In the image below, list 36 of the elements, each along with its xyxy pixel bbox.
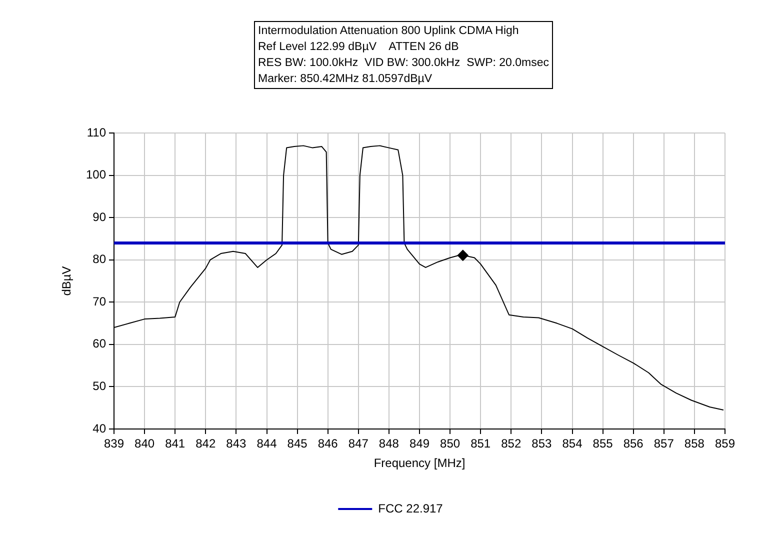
x-tick-label: 847 — [348, 436, 369, 451]
x-tick-label: 849 — [409, 436, 430, 451]
x-tick-label: 857 — [654, 436, 674, 451]
y-tick-label: 40 — [92, 421, 106, 436]
x-tick-label: 848 — [378, 436, 400, 451]
legend-label: FCC 22.917 — [378, 501, 444, 516]
x-tick-label: 843 — [226, 436, 247, 451]
text: Ref Level 122.99 dBµV ATTEN 26 dB — [258, 40, 460, 55]
x-tick-label: 859 — [714, 436, 736, 451]
x-tick-label: 856 — [623, 436, 644, 451]
x-tick-label: 841 — [165, 436, 186, 451]
y-tick-label: 90 — [92, 210, 106, 224]
x-tick-label: 850 — [440, 436, 460, 451]
x-tick-label: 854 — [562, 436, 583, 451]
x-tick-label: 839 — [104, 436, 124, 451]
y-tick-label: 50 — [92, 379, 106, 394]
x-axis-title: Frequency [MHz] — [374, 456, 466, 470]
x-tick-label: 852 — [501, 436, 522, 451]
text: Marker: 850.42MHz 81.0597dBµV — [258, 72, 434, 87]
y-tick-label: 110 — [86, 125, 106, 140]
y-tick-label: 70 — [92, 294, 106, 308]
x-tick-label: 842 — [196, 436, 216, 451]
x-tick-label: 846 — [318, 436, 338, 451]
chart-title: Intermodulation Attenuation 800 Uplink CDMA High — [258, 24, 520, 39]
x-tick-label: 840 — [134, 436, 155, 451]
y-tick-label: 80 — [92, 252, 106, 266]
y-tick-label: 60 — [92, 336, 106, 351]
y-tick-label: 100 — [86, 168, 106, 182]
x-tick-label: 858 — [684, 436, 705, 451]
text: RES BW: 100.0kHz VID BW: 300.0kHz SWP: 20.0msec — [258, 56, 550, 71]
x-tick-label: 853 — [532, 436, 552, 451]
x-tick-label: 844 — [256, 436, 278, 451]
y-axis-title: dBµV — [60, 266, 74, 296]
x-tick-label: 855 — [592, 436, 614, 451]
x-tick-label: 851 — [470, 436, 491, 451]
x-tick-label: 845 — [287, 436, 308, 451]
